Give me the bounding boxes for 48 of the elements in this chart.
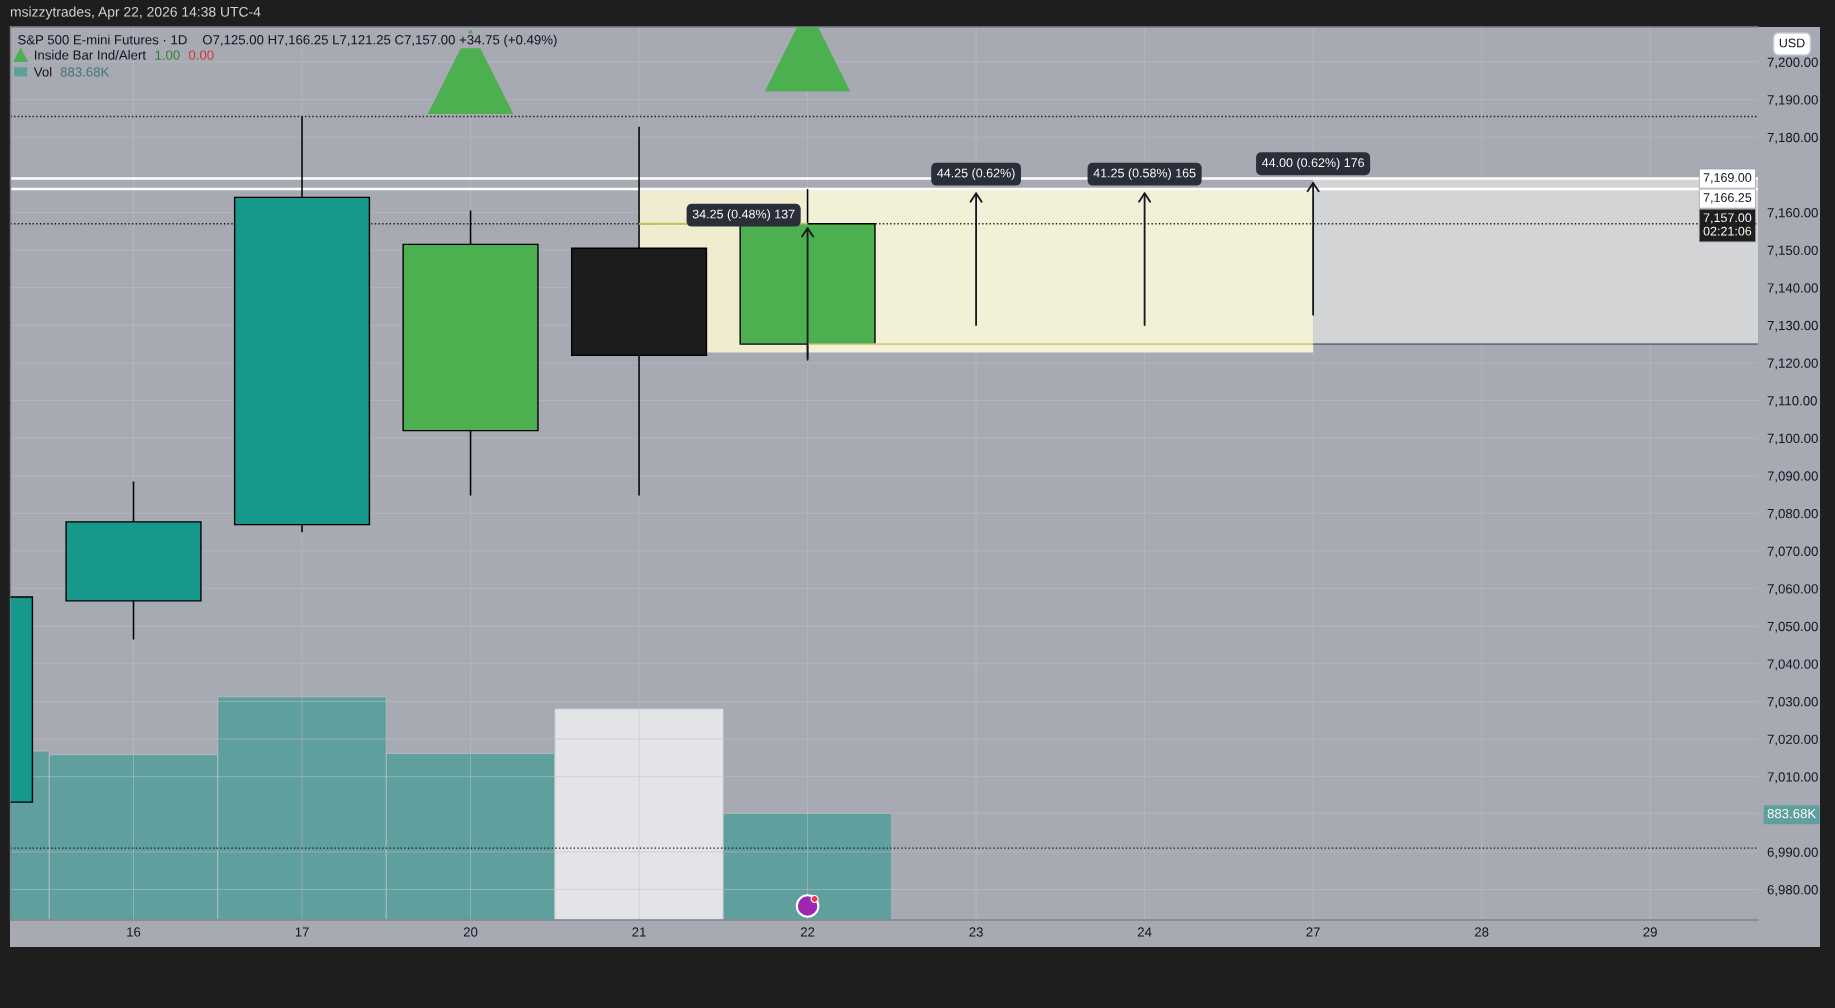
- y-tick-label: 7,150.00: [1767, 245, 1818, 257]
- x-tick-label: 23: [969, 927, 983, 937]
- ref-line-label: 7,166.25: [1703, 193, 1752, 204]
- legend-label: Vol: [33, 66, 52, 77]
- annotation: 0.00: [188, 50, 214, 60]
- annotation: 44.00 (0.62%) 176: [1261, 157, 1364, 170]
- y-tick-label: 7,130.00: [1767, 320, 1818, 332]
- y-tick-label: 7,080.00: [1767, 508, 1818, 520]
- y2-tick-label: 883.68K: [1767, 808, 1817, 819]
- chart-title: S&P 500 E-mini Futures · 1D: [18, 34, 187, 45]
- y-tick-label: 7,040.00: [1767, 659, 1818, 671]
- x-tick-label: 29: [1643, 927, 1657, 937]
- y-tick-label: 7,180.00: [1767, 132, 1818, 144]
- annotation: 44.25 (0.62%): [937, 168, 1015, 180]
- x-tick-label: 20: [463, 927, 478, 937]
- y-tick-label: 7,160.00: [1767, 208, 1818, 219]
- y-tick-label: 7,190.00: [1767, 95, 1818, 107]
- annotation: USD: [1779, 38, 1805, 48]
- x-tick-label: 21: [632, 927, 646, 937]
- y-tick-label: 7,110.00: [1767, 396, 1817, 407]
- annotation: 883.68K: [60, 67, 110, 77]
- y-tick-label: 7,120.00: [1767, 358, 1818, 370]
- x-tick-label: 28: [1474, 927, 1489, 937]
- ref-line-label: 7,169.00: [1703, 173, 1752, 184]
- y-tick-label: 7,140.00: [1767, 283, 1818, 295]
- x-tick-label: 27: [1306, 927, 1320, 937]
- y-tick-label: 7,050.00: [1767, 621, 1818, 633]
- x-tick-label: 17: [295, 927, 309, 937]
- y-tick-label: 7,070.00: [1767, 546, 1818, 558]
- x-tick-label: 22: [800, 927, 815, 937]
- annotation: 34.25 (0.48%) 137: [692, 209, 795, 221]
- ref-line-label: 7,157.00 02:21:06: [1703, 213, 1752, 236]
- y-tick-label: 7,060.00: [1767, 584, 1818, 596]
- x-tick-label: 16: [127, 927, 141, 937]
- annotation: 1.00: [155, 50, 180, 60]
- y-tick-label: 6,980.00: [1767, 885, 1818, 896]
- annotation: 41.25 (0.58%) 165: [1093, 168, 1196, 180]
- annotation: O7,125.00 H7,166.25 L7,121.25 C7,157.00 +34.75 (+0.49%): [202, 34, 557, 48]
- y-tick-label: 6,990.00: [1767, 847, 1818, 859]
- y-tick-label: 7,020.00: [1767, 734, 1818, 746]
- y-tick-label: 7,030.00: [1767, 697, 1818, 708]
- y-tick-label: 7,090.00: [1767, 471, 1818, 483]
- legend-label: Inside Bar Ind/Alert: [35, 50, 146, 60]
- y-tick-label: 7,100.00: [1767, 433, 1818, 445]
- y-tick-label: 7,200.00: [1767, 57, 1818, 69]
- y-tick-label: 7,010.00: [1767, 772, 1818, 784]
- text: msizzytrades, Apr 22, 2026 14:38 UTC-4: [10, 6, 261, 20]
- x-tick-label: 24: [1137, 927, 1152, 937]
